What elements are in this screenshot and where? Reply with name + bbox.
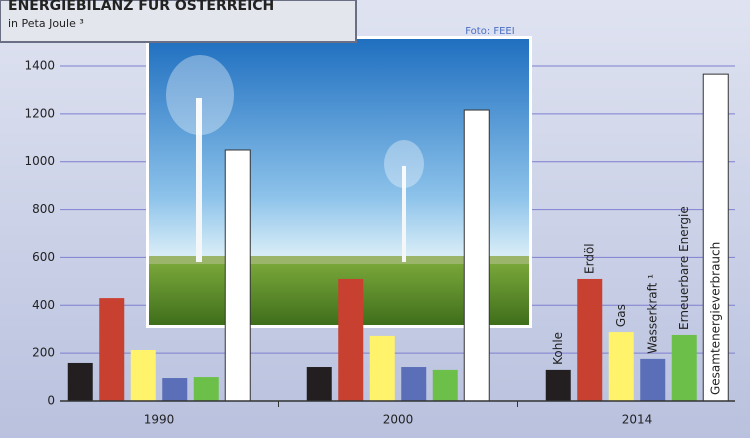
y-tick-label: 1200 bbox=[24, 106, 55, 120]
bar bbox=[306, 367, 332, 401]
bar bbox=[608, 332, 634, 401]
legend-label: Wasserkraft ¹ bbox=[645, 274, 659, 354]
y-tick-label: 1400 bbox=[24, 59, 55, 73]
bar bbox=[545, 369, 571, 401]
bar bbox=[702, 73, 729, 402]
bar bbox=[99, 298, 125, 401]
bar bbox=[640, 358, 666, 401]
legend-label: Erneuerbare Energie bbox=[677, 206, 691, 330]
y-tick-label: 200 bbox=[32, 346, 55, 360]
bar bbox=[401, 367, 427, 401]
bar bbox=[130, 350, 156, 401]
x-tick-label: 2000 bbox=[383, 413, 414, 427]
bar bbox=[369, 335, 395, 401]
legend-label: Kohle bbox=[551, 332, 565, 365]
y-tick-label: 600 bbox=[32, 250, 55, 264]
title-box bbox=[0, 0, 357, 43]
bar bbox=[463, 109, 490, 402]
y-tick-label: 0 bbox=[47, 394, 55, 408]
chart-subtitle: in Peta Joule ³ bbox=[8, 17, 84, 30]
x-tick-label: 1990 bbox=[144, 413, 175, 427]
chart-title: ENERGIEBILANZ FÜR ÖSTERREICH bbox=[8, 0, 274, 14]
bar bbox=[577, 278, 603, 401]
bar bbox=[671, 334, 697, 401]
y-tick-label: 1000 bbox=[24, 154, 55, 168]
photo-credit: Foto: FEEI bbox=[465, 26, 514, 37]
bar bbox=[432, 369, 458, 401]
bar bbox=[162, 378, 188, 401]
y-tick-label: 800 bbox=[32, 202, 55, 216]
x-tick-label: 2014 bbox=[622, 413, 653, 427]
legend-label: Erdöl bbox=[582, 243, 596, 274]
bar bbox=[338, 278, 364, 401]
legend-label: Gas bbox=[614, 304, 628, 327]
legend-label: Gesamtenergieverbrauch bbox=[708, 242, 722, 395]
bar bbox=[193, 377, 219, 401]
bar bbox=[67, 362, 93, 401]
y-tick-label: 400 bbox=[32, 298, 55, 312]
bar bbox=[224, 149, 251, 402]
bars bbox=[67, 73, 729, 402]
